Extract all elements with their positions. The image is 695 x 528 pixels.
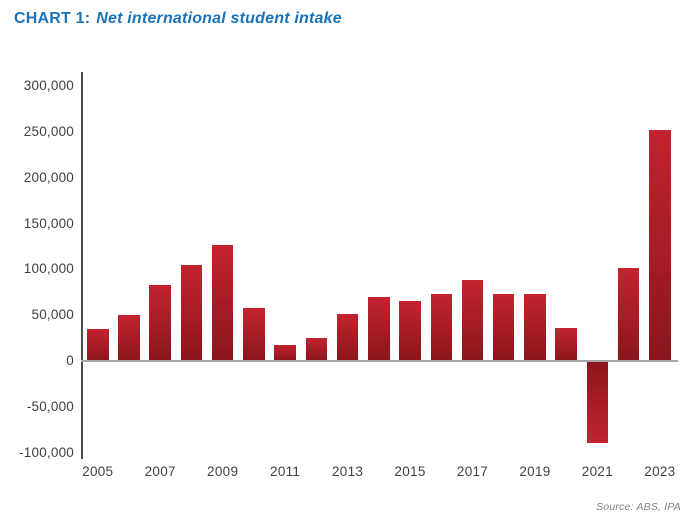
bar-2019: [524, 294, 546, 361]
bar-2023: [649, 130, 671, 361]
bar-2022: [617, 268, 640, 361]
x-tick-label-2005: 2005: [82, 464, 114, 479]
bar-2015: [399, 301, 421, 361]
x-tick-label-2021: 2021: [581, 464, 614, 479]
bar-2010: [243, 307, 265, 361]
bar-2014: [368, 296, 390, 361]
bar-2021: [586, 361, 609, 444]
bar-2008: [180, 264, 203, 361]
y-tick-label--50000: -50,000: [26, 398, 74, 414]
y-tick-label-300000: 300,000: [23, 78, 74, 94]
x-tick-label-2015: 2015: [394, 464, 426, 479]
bar-2005: [87, 328, 109, 361]
y-axis-line: [81, 72, 83, 459]
chart-title-text: Net international student intake: [96, 10, 342, 27]
bar-2018: [492, 294, 515, 361]
bar-2011: [274, 345, 296, 361]
chart-title-prefix: CHART 1:: [14, 10, 91, 27]
bar-2012: [305, 338, 328, 361]
bar-2017: [461, 280, 484, 361]
source-note: Source: ABS, IPA: [596, 501, 681, 513]
y-tick-label--100000: -100,000: [19, 444, 74, 460]
bar-2009: [211, 244, 234, 361]
chart-title: CHART 1: Net international student intake: [14, 10, 342, 28]
y-tick-label-50000: 50,000: [31, 307, 74, 323]
x-tick-label-2023: 2023: [644, 464, 676, 479]
bar-2013: [336, 314, 359, 361]
x-tick-label-2013: 2013: [331, 464, 364, 479]
bar-2016: [430, 294, 453, 361]
y-tick-label-200000: 200,000: [23, 169, 74, 185]
y-tick-label-150000: 150,000: [23, 215, 74, 231]
x-tick-label-2011: 2011: [270, 464, 301, 479]
y-tick-label-250000: 250,000: [23, 124, 74, 139]
bar-2006: [118, 315, 140, 361]
zero-baseline: [81, 360, 678, 362]
y-tick-label-100000: 100,000: [23, 261, 74, 277]
x-tick-label-2019: 2019: [519, 464, 551, 479]
y-tick-label-0: 0: [66, 353, 74, 368]
x-tick-label-2017: 2017: [456, 464, 489, 479]
bar-2020: [555, 328, 577, 361]
x-tick-label-2007: 2007: [144, 464, 176, 479]
bar-2007: [149, 284, 171, 361]
x-tick-label-2009: 2009: [207, 464, 239, 479]
